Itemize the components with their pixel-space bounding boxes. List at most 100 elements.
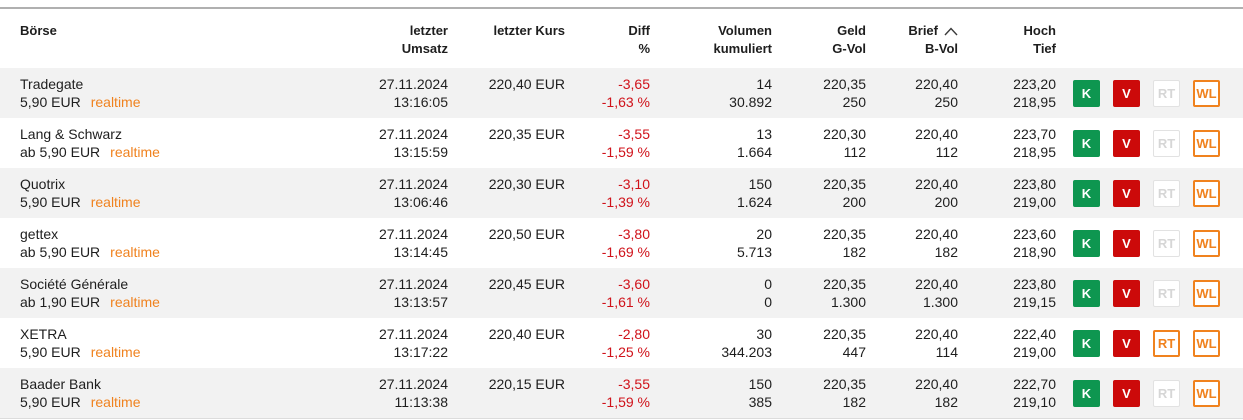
watchlist-button[interactable]: WL <box>1193 379 1220 407</box>
sell-button[interactable]: V <box>1113 379 1140 407</box>
volume-cumulated: 1.664 <box>736 144 772 160</box>
watchlist-button[interactable]: WL <box>1193 329 1220 357</box>
table-row: Lang & Schwarz ab 5,90 EUR realtime 27.1… <box>0 118 1243 168</box>
ask-price: 220,40 <box>915 76 958 92</box>
sell-button[interactable]: V <box>1113 329 1140 357</box>
diff-percent: -1,69 % <box>601 244 650 260</box>
last-trade-cell: 27.11.2024 13:15:59 <box>350 125 448 168</box>
exchange-fee: ab 5,90 EUR <box>20 244 101 260</box>
volume-cumulated: 5.713 <box>736 244 772 260</box>
last-trade-date: 27.11.2024 <box>378 326 448 342</box>
high-low-cell: 223,80 219,00 <box>958 175 1056 218</box>
volume-cell: 150 1.624 <box>650 175 772 218</box>
realtime-label: realtime <box>110 144 160 160</box>
last-price: 220,50 EUR <box>488 226 565 242</box>
buy-button[interactable]: K <box>1073 229 1100 257</box>
realtime-toggle-button[interactable]: RT <box>1153 329 1180 357</box>
buy-button[interactable]: K <box>1073 179 1100 207</box>
last-price-cell: 220,30 EUR <box>448 175 565 218</box>
exchange-name[interactable]: gettex <box>20 226 59 242</box>
buy-button[interactable]: K <box>1073 129 1100 157</box>
exchange-name[interactable]: Quotrix <box>20 176 66 192</box>
ask-volume: 1.300 <box>922 294 958 310</box>
buy-button[interactable]: K <box>1073 79 1100 107</box>
last-trade-date: 27.11.2024 <box>378 126 448 142</box>
column-header-label: Brief <box>908 23 938 38</box>
last-trade-cell: 27.11.2024 13:16:05 <box>350 75 448 118</box>
exchange-fee: ab 5,90 EUR <box>20 144 101 160</box>
watchlist-button[interactable]: WL <box>1193 129 1220 157</box>
watchlist-button[interactable]: WL <box>1193 179 1220 207</box>
sell-button[interactable]: V <box>1113 279 1140 307</box>
volume-last: 150 <box>748 176 772 192</box>
ask-cell: 220,40 200 <box>866 175 958 218</box>
volume-last: 13 <box>756 126 772 142</box>
exchange-table-body: Tradegate 5,90 EUR realtime 27.11.2024 1… <box>0 68 1243 418</box>
realtime-toggle-button[interactable]: RT <box>1153 129 1180 157</box>
high-price: 223,70 <box>1013 126 1056 142</box>
realtime-toggle-button[interactable]: RT <box>1153 79 1180 107</box>
exchange-name[interactable]: XETRA <box>20 326 67 342</box>
buy-button[interactable]: K <box>1073 329 1100 357</box>
low-price: 219,00 <box>1013 194 1056 210</box>
column-header-label: kumuliert <box>713 41 772 56</box>
realtime-toggle-button[interactable]: RT <box>1153 379 1180 407</box>
column-header-diff[interactable]: Diff % <box>565 22 650 58</box>
exchange-fee: 5,90 EUR <box>20 394 81 410</box>
buy-button[interactable]: K <box>1073 279 1100 307</box>
diff-absolute: -3,55 <box>618 376 650 392</box>
sell-button[interactable]: V <box>1113 179 1140 207</box>
diff-absolute: -3,60 <box>618 276 650 292</box>
last-price-cell: 220,15 EUR <box>448 375 565 418</box>
exchange-cell: gettex ab 5,90 EUR realtime <box>20 225 350 268</box>
last-price-cell: 220,50 EUR <box>448 225 565 268</box>
table-row: XETRA 5,90 EUR realtime 27.11.2024 13:17… <box>0 318 1243 368</box>
watchlist-button[interactable]: WL <box>1193 229 1220 257</box>
exchange-fee: 5,90 EUR <box>20 344 81 360</box>
last-price: 220,15 EUR <box>488 376 565 392</box>
column-header-volumen[interactable]: Volumen kumuliert <box>650 22 772 58</box>
ask-volume: 182 <box>934 244 958 260</box>
exchange-name[interactable]: Société Générale <box>20 276 129 292</box>
watchlist-button[interactable]: WL <box>1193 79 1220 107</box>
exchange-name[interactable]: Tradegate <box>20 76 84 92</box>
realtime-label: realtime <box>90 194 141 210</box>
column-header-letzter-umsatz[interactable]: letzter Umsatz <box>350 22 448 58</box>
table-row: Quotrix 5,90 EUR realtime 27.11.2024 13:… <box>0 168 1243 218</box>
sell-button[interactable]: V <box>1113 229 1140 257</box>
volume-last: 150 <box>748 376 772 392</box>
column-header-geld[interactable]: Geld G-Vol <box>772 22 866 58</box>
column-header-hoch[interactable]: Hoch Tief <box>958 22 1057 58</box>
ask-volume: 200 <box>934 194 958 210</box>
realtime-toggle-button[interactable]: RT <box>1153 179 1180 207</box>
last-trade-time: 13:14:45 <box>393 244 449 260</box>
column-header-boerse[interactable]: Börse <box>20 22 350 58</box>
column-header-brief[interactable]: Brief B-Vol <box>866 22 958 58</box>
table-row: gettex ab 5,90 EUR realtime 27.11.2024 1… <box>0 218 1243 268</box>
volume-cell: 150 385 <box>650 375 772 418</box>
exchange-cell: Tradegate 5,90 EUR realtime <box>20 75 350 118</box>
exchange-name[interactable]: Baader Bank <box>20 376 101 392</box>
high-price: 223,80 <box>1013 276 1056 292</box>
column-header-letzter-kurs[interactable]: letzter Kurs <box>448 22 565 58</box>
low-price: 219,00 <box>1013 344 1056 360</box>
sell-button[interactable]: V <box>1113 79 1140 107</box>
ask-price: 220,40 <box>915 376 958 392</box>
ask-volume: 250 <box>934 94 958 110</box>
diff-percent: -1,25 % <box>601 344 650 360</box>
last-price: 220,40 EUR <box>488 76 565 92</box>
watchlist-button[interactable]: WL <box>1193 279 1220 307</box>
realtime-toggle-button[interactable]: RT <box>1153 279 1180 307</box>
volume-cell: 0 0 <box>650 275 772 318</box>
column-header-label: Volumen <box>718 23 772 38</box>
last-trade-cell: 27.11.2024 13:17:22 <box>350 325 448 368</box>
sell-button[interactable]: V <box>1113 129 1140 157</box>
column-header-label: Diff <box>628 23 650 38</box>
last-price: 220,35 EUR <box>488 126 565 142</box>
realtime-toggle-button[interactable]: RT <box>1153 229 1180 257</box>
last-trade-cell: 27.11.2024 13:06:46 <box>350 175 448 218</box>
column-header-label: Geld <box>837 23 866 38</box>
row-actions: K V RT WL <box>1056 168 1223 218</box>
exchange-name[interactable]: Lang & Schwarz <box>20 126 122 142</box>
buy-button[interactable]: K <box>1073 379 1100 407</box>
